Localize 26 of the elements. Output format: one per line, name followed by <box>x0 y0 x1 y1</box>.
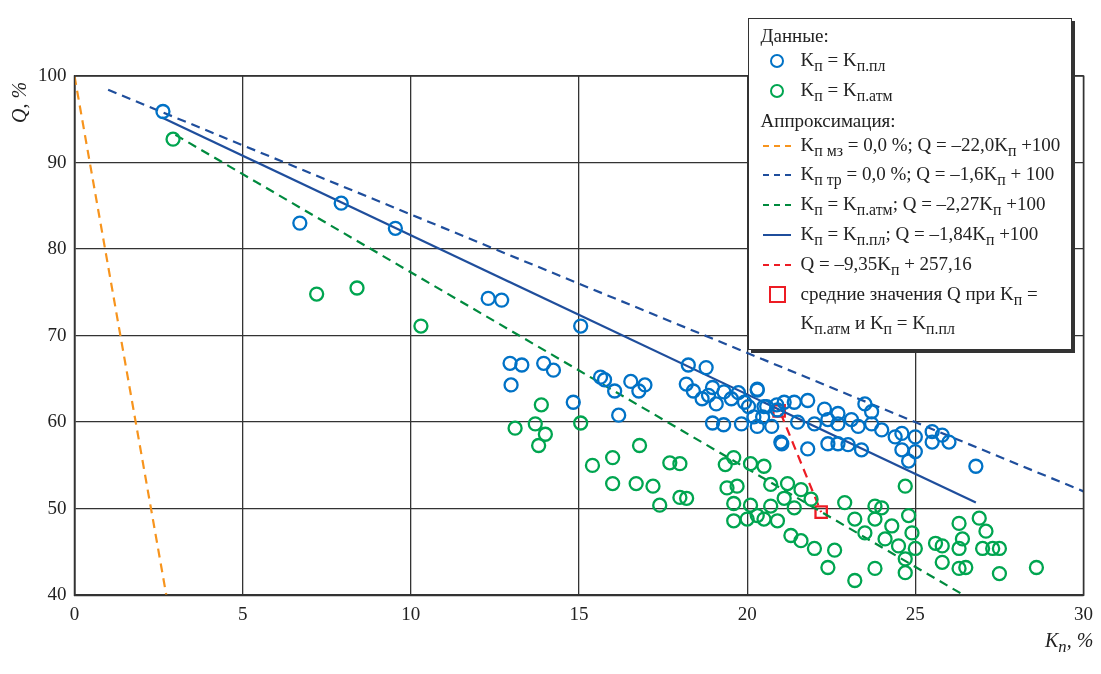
x-tick-label: 5 <box>237 602 248 624</box>
x-axis-title: K$_{п}$, % <box>1045 629 1094 658</box>
y-tick-label: 70 <box>47 323 67 345</box>
y-tick-label: 100 <box>38 63 67 85</box>
y-tick-label: 90 <box>47 150 67 172</box>
legend-title: Данные: <box>760 24 830 48</box>
y-tick-label: 40 <box>47 583 67 605</box>
legend-label: K$_{п}$ = K$_{п.атм}$; Q = –2,27K$_{п}$ +100 <box>800 192 1046 220</box>
legend-label: K$_{п мз}$ = 0,0 %; Q = –22,0K$_{п}$ +100 <box>800 132 1061 161</box>
y-tick-label: 50 <box>47 496 67 518</box>
y-tick-label: 80 <box>47 237 67 259</box>
y-axis-title: Q, % <box>8 81 31 123</box>
legend-label: K$_{п тр}$ = 0,0 %; Q = –1,6K$_{п}$ + 100 <box>800 162 1055 191</box>
x-tick-label: 20 <box>737 602 757 624</box>
x-tick-label: 25 <box>905 602 925 624</box>
x-tick-label: 10 <box>401 602 421 624</box>
legend-label: K$_{п}$ = K$_{п.пл}$; Q = –1,84K$_{п}$ +100 <box>800 222 1039 250</box>
legend-label: K$_{п}$ = K$_{п.пл}$ <box>800 48 886 76</box>
x-tick-label: 30 <box>1074 602 1093 624</box>
x-tick-label: 0 <box>69 602 80 624</box>
legend-label: Q = –9,35K$_{п}$ + 257,16 <box>800 251 972 280</box>
y-tick-label: 60 <box>47 410 67 432</box>
x-tick-label: 15 <box>569 602 589 624</box>
annotation: Аппроксимация: <box>760 108 897 133</box>
legend-label: K$_{п}$ = K$_{п.атм}$ <box>800 77 893 106</box>
text: средние значения Q при K$_{п}$ = K$_{п.атм}$ и K$_{п}$ = K$_{п.пл}$ <box>800 282 1038 338</box>
